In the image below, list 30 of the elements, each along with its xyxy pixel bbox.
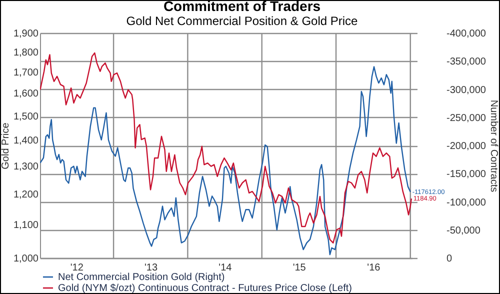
y2-tick-label: -100,000	[446, 197, 486, 208]
y-tick-label: 1,900	[13, 28, 39, 40]
x-tick-label: '16	[367, 262, 381, 274]
y-tick-label: 1,100	[13, 220, 39, 232]
y-tick-label: 1,700	[13, 67, 39, 78]
legend-label: Net Commercial Position Gold (Right)	[58, 272, 225, 283]
x-tick-label: '15	[292, 262, 306, 274]
y-tick-label: 1,600	[13, 88, 39, 100]
y2-tick-label: -400,000	[446, 28, 486, 40]
chart-subtitle: Gold Net Commercial Position & Gold Price	[126, 14, 358, 28]
x-tick-label: '13	[144, 262, 158, 274]
y2-axis-title: Number of Contracts	[488, 100, 499, 192]
y-tick-label: 1,300	[13, 162, 39, 173]
y2-tick-label: -350,000	[446, 56, 486, 68]
y2-tick-label: -300,000	[446, 84, 486, 96]
y2-tick-label: -250,000	[446, 112, 486, 124]
y-tick-label: 1,500	[13, 111, 39, 122]
y-tick-label: 1,000	[13, 254, 39, 264]
x-tick-label: '14	[218, 262, 232, 274]
y2-tick-label: -50,000	[446, 225, 481, 236]
x-tick-label: '12	[70, 262, 84, 274]
y2-tick-label: -150,000	[446, 169, 486, 180]
chart-title: Commitment of Traders	[163, 0, 321, 14]
y-tick-label: 1,400	[13, 136, 39, 147]
legend-label: Gold (NYM $/ozt) Continuous Contract - Futures Price Close (Left)	[58, 283, 352, 294]
y-axis-title: Gold Price	[0, 122, 12, 170]
y-tick-label: 1,200	[13, 190, 39, 201]
y-tick-label: 1,800	[13, 47, 39, 58]
y2-tick-label: -200,000	[446, 141, 486, 152]
y2-tick-label: 0	[446, 254, 452, 264]
